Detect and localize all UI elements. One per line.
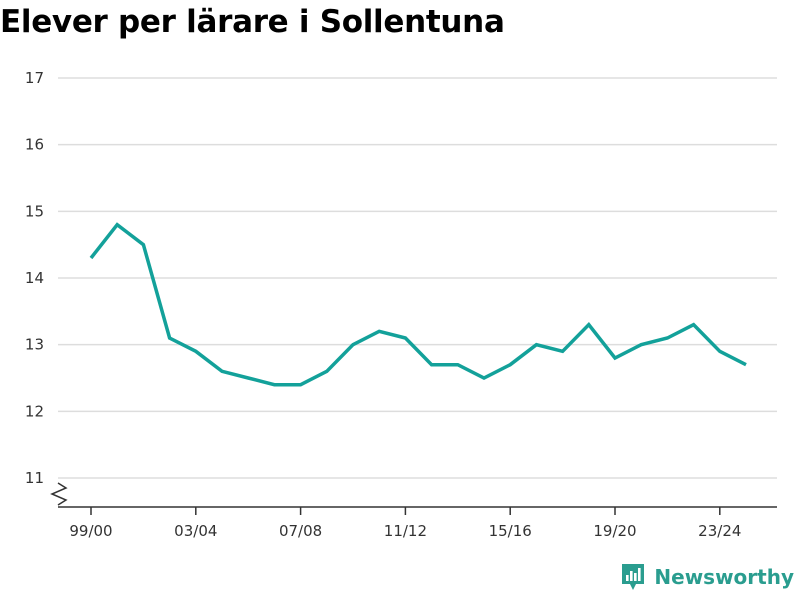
brand-name: Newsworthy — [654, 565, 794, 589]
x-tick-label: 07/08 — [279, 522, 322, 540]
axes: 11 12 13 14 15 16 17 99/00 03/04 07/08 11/12 15/16 1… — [25, 69, 777, 540]
x-tick-label: 23/24 — [698, 522, 741, 540]
series-layer — [89, 222, 747, 387]
brand-logo: Newsworthy — [620, 562, 794, 592]
y-tick-label: 14 — [25, 269, 44, 287]
x-tick-label: 03/04 — [174, 522, 217, 540]
x-tick-label: 99/00 — [69, 522, 112, 540]
x-tick-label: 19/20 — [593, 522, 636, 540]
x-tick-label: 15/16 — [489, 522, 532, 540]
y-tick-label: 13 — [25, 336, 44, 354]
newsworthy-logo-icon — [622, 564, 645, 590]
y-tick-label: 15 — [25, 202, 44, 220]
chart-title: Elever per lärare i Sollentuna — [0, 4, 505, 40]
y-tick-label: 12 — [25, 402, 44, 420]
y-tick-label: 17 — [25, 69, 44, 87]
axis-break-icon — [50, 482, 68, 506]
y-tick-label: 16 — [25, 136, 44, 154]
gridlines — [58, 77, 777, 479]
series-line — [89, 222, 747, 387]
y-tick-label: 11 — [25, 469, 44, 487]
x-tick-label: 11/12 — [384, 522, 427, 540]
